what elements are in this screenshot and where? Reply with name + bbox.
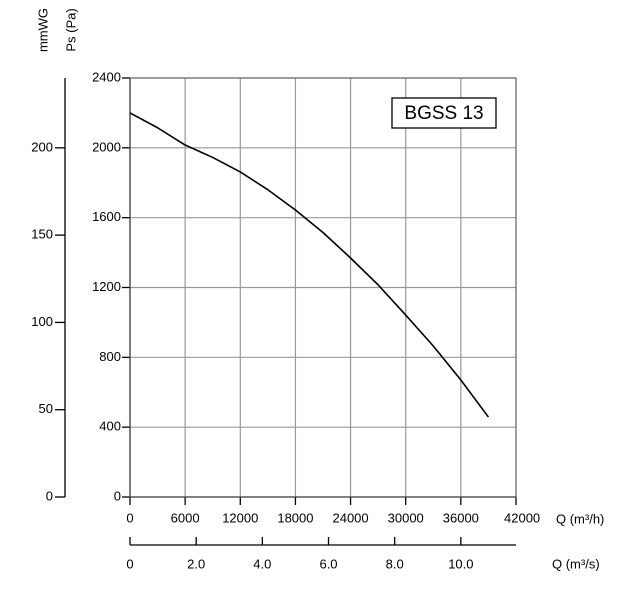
y2-tick-label: 200 <box>31 139 53 154</box>
x-tick-label: 18000 <box>277 510 313 525</box>
x-tick-label: 42000 <box>504 510 540 525</box>
curve <box>129 112 490 418</box>
annotation-box <box>391 97 497 129</box>
y2-axis-label: mmWG <box>35 8 50 52</box>
y2-tick-label: 100 <box>31 314 53 329</box>
y2-tick-label: 0 <box>46 488 53 503</box>
y-tick-label: 2400 <box>92 69 121 84</box>
y2-tick-label: 50 <box>39 401 53 416</box>
annotation: BGSS 13 <box>404 103 483 124</box>
x-tick-label: 12000 <box>222 510 258 525</box>
y-tick-label: 0 <box>114 488 121 503</box>
plot-border <box>129 77 517 498</box>
y-tick-label: 2000 <box>92 139 121 154</box>
x2-tick-label: 0 <box>126 556 133 571</box>
x-tick-label: 0 <box>126 510 133 525</box>
x2-tick-label: 6.0 <box>319 556 337 571</box>
x2-tick-label: 10.0 <box>448 556 473 571</box>
x-axis-label: Q (m³/h) <box>556 511 604 526</box>
y-tick-label: 1200 <box>92 279 121 294</box>
y-axis-label: Ps (Pa) <box>63 8 78 51</box>
y2-tick-label: 150 <box>31 227 53 242</box>
x-tick-label: 36000 <box>443 510 479 525</box>
x2-axis-label: Q (m³/s) <box>552 556 600 571</box>
x2-tick-label: 2.0 <box>187 556 205 571</box>
y-tick-label: 1600 <box>92 209 121 224</box>
x-tick-label: 30000 <box>388 510 424 525</box>
x-tick-label: 6000 <box>171 510 200 525</box>
x2-tick-label: 4.0 <box>253 556 271 571</box>
y-tick-label: 800 <box>99 349 121 364</box>
y-tick-label: 400 <box>99 419 121 434</box>
x-tick-label: 24000 <box>332 510 368 525</box>
x2-tick-label: 8.0 <box>386 556 404 571</box>
